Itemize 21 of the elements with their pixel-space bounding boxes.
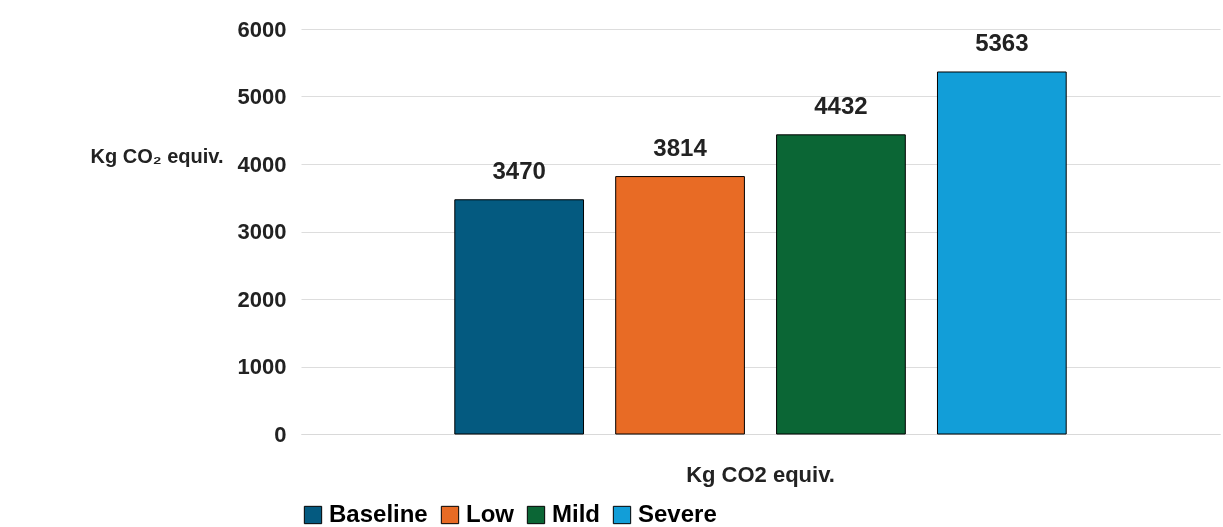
bar — [454, 199, 585, 435]
data-label: 3814 — [653, 133, 708, 161]
y-tick-label: 0 — [274, 421, 287, 447]
data-label: 5363 — [975, 29, 1029, 56]
y-tick-label: 6000 — [237, 16, 287, 42]
legend-label: Baseline — [329, 500, 428, 527]
data-label: 3470 — [492, 156, 546, 184]
legend-label: Mild — [552, 500, 600, 527]
legend-label: Low — [466, 500, 515, 527]
data-label: 4432 — [814, 91, 868, 119]
y-tick-label: 1000 — [237, 354, 287, 379]
x-tick-label: Kg CO2 equiv. — [686, 461, 835, 487]
y-axis-title: Kg CO₂ equiv. — [90, 144, 224, 167]
bar — [776, 134, 906, 435]
bar — [936, 71, 1067, 435]
y-tick-label: 3000 — [237, 219, 287, 244]
legend-label: Severe — [638, 500, 717, 527]
y-tick-label: 5000 — [237, 84, 287, 109]
bar — [615, 176, 745, 435]
y-tick-label: 4000 — [237, 151, 287, 177]
y-tick-label: 2000 — [237, 286, 287, 312]
